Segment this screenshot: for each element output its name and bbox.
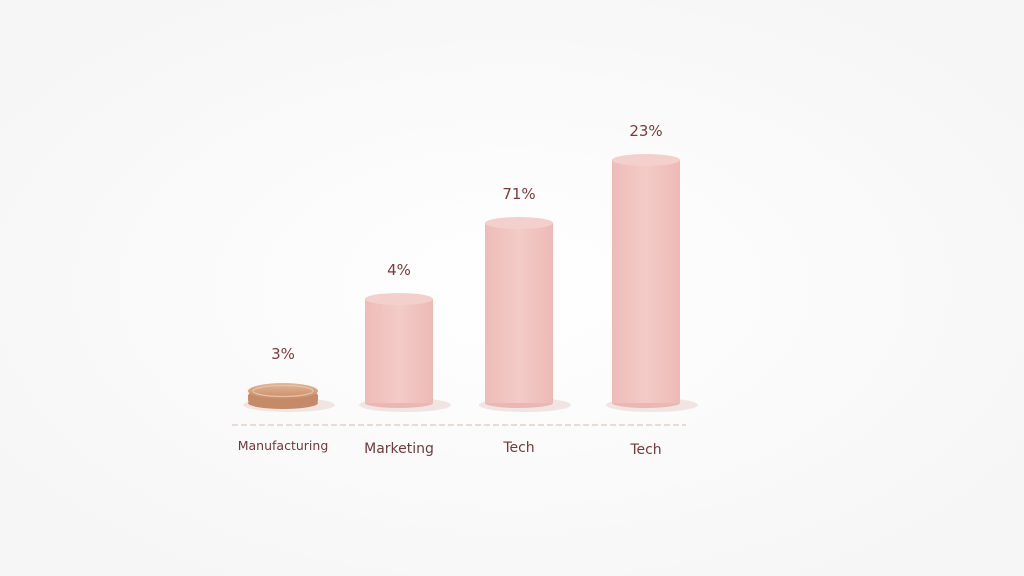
category-label-3: Tech	[629, 442, 661, 458]
bar-2	[485, 217, 553, 408]
value-label-3: 23%	[629, 122, 662, 140]
category-labels: Manufacturing Marketing Tech Tech	[238, 438, 662, 458]
value-label-1: 4%	[387, 261, 411, 279]
bar-0	[248, 383, 318, 409]
value-label-0: 3%	[271, 345, 295, 363]
value-labels: 3% 4% 71% 23%	[271, 122, 663, 363]
bar-1	[365, 293, 433, 408]
category-label-0: Manufacturing	[238, 438, 329, 453]
category-label-1: Marketing	[364, 441, 434, 457]
bar-marks	[243, 154, 698, 412]
value-label-2: 71%	[502, 185, 535, 203]
category-label-2: Tech	[502, 440, 534, 456]
bar-3	[612, 154, 680, 408]
